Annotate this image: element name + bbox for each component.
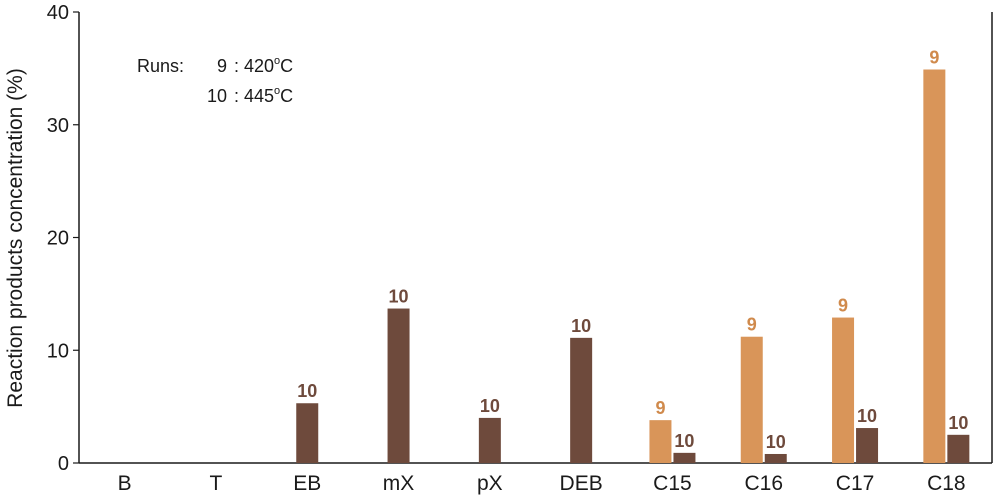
x-tick-label: C18 — [927, 472, 966, 495]
data-label: 9 — [929, 48, 939, 68]
y-tick-label: 10 — [47, 340, 69, 362]
legend-run-number: 10 — [207, 86, 227, 106]
x-tick-label: pX — [477, 472, 503, 495]
x-tick-label: C17 — [836, 472, 875, 495]
legend-entry-text: : 445oC — [234, 85, 293, 106]
x-tick-label: mX — [383, 472, 415, 495]
x-axis-labels: B T EB mX pX DEB C15 C16 C17 C18 — [118, 472, 966, 495]
legend-run-number: 9 — [217, 56, 227, 76]
bar — [923, 69, 946, 463]
x-tick-label: C16 — [744, 472, 783, 495]
data-label: 10 — [766, 432, 786, 452]
bar — [478, 417, 501, 463]
y-tick-label: 40 — [47, 2, 69, 24]
bar — [673, 452, 696, 463]
bar — [832, 317, 855, 463]
x-tick-label: EB — [293, 472, 321, 495]
bar — [387, 308, 410, 463]
bar — [649, 420, 672, 463]
x-tick-label: DEB — [560, 472, 603, 495]
bar — [947, 434, 970, 463]
data-label: 10 — [674, 431, 694, 451]
bar — [764, 453, 787, 463]
data-label: 9 — [747, 315, 757, 335]
data-label: 10 — [571, 316, 591, 336]
y-tick-label: 20 — [47, 228, 69, 250]
bar — [296, 403, 319, 463]
axes — [78, 12, 993, 464]
data-label: 9 — [838, 296, 848, 316]
x-tick-label: T — [210, 472, 223, 495]
bar — [856, 428, 879, 463]
legend-title: Runs: — [137, 56, 184, 76]
bar — [740, 336, 763, 463]
x-tick-label: B — [118, 472, 132, 495]
data-label: 10 — [480, 396, 500, 416]
legend-entry-text: : 420oC — [234, 55, 293, 76]
legend: Runs: 9 : 420oC 10 : 445oC — [137, 55, 293, 106]
x-tick-label: C15 — [653, 472, 692, 495]
data-labels: 10 10 10 10 9 10 9 10 9 10 9 10 — [297, 48, 968, 452]
bar — [570, 337, 593, 463]
y-tick-label: 0 — [58, 453, 69, 475]
data-label: 10 — [948, 413, 968, 433]
y-tick-label: 30 — [47, 115, 69, 137]
data-label: 9 — [655, 398, 665, 418]
y-axis-label: Reaction products concentration (%) — [4, 68, 27, 408]
data-label: 10 — [857, 406, 877, 426]
bars — [296, 69, 970, 463]
data-label: 10 — [297, 381, 317, 401]
y-axis-ticks: 0 10 20 30 40 — [47, 2, 79, 475]
data-label: 10 — [389, 287, 409, 307]
